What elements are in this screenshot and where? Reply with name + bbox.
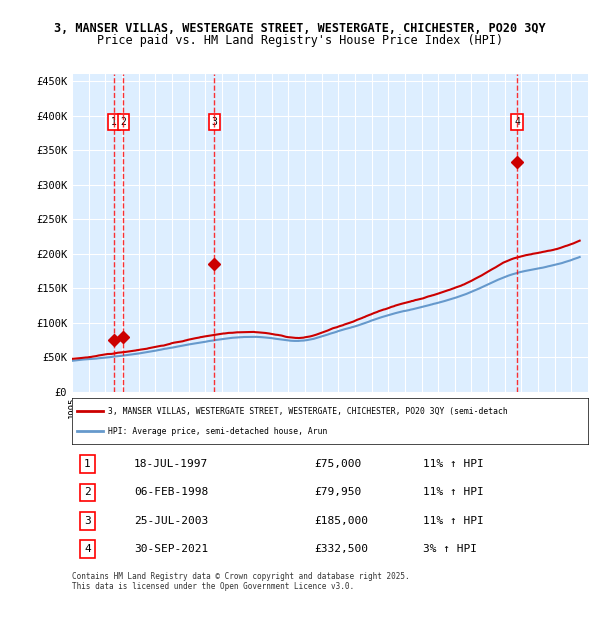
Text: 11% ↑ HPI: 11% ↑ HPI [423,487,484,497]
Text: 1: 1 [84,459,91,469]
Text: HPI: Average price, semi-detached house, Arun: HPI: Average price, semi-detached house,… [108,427,328,436]
Text: 4: 4 [84,544,91,554]
Text: 3, MANSER VILLAS, WESTERGATE STREET, WESTERGATE, CHICHESTER, PO20 3QY: 3, MANSER VILLAS, WESTERGATE STREET, WES… [54,22,546,35]
Text: £79,950: £79,950 [314,487,362,497]
Text: 11% ↑ HPI: 11% ↑ HPI [423,516,484,526]
Text: 2: 2 [84,487,91,497]
Text: 3% ↑ HPI: 3% ↑ HPI [423,544,477,554]
Text: 3, MANSER VILLAS, WESTERGATE STREET, WESTERGATE, CHICHESTER, PO20 3QY (semi-deta: 3, MANSER VILLAS, WESTERGATE STREET, WES… [108,407,508,416]
Text: 1: 1 [112,117,117,127]
Text: 4: 4 [514,117,520,127]
Text: 11% ↑ HPI: 11% ↑ HPI [423,459,484,469]
Text: 3: 3 [84,516,91,526]
Text: £185,000: £185,000 [314,516,368,526]
Text: 25-JUL-2003: 25-JUL-2003 [134,516,208,526]
Text: 06-FEB-1998: 06-FEB-1998 [134,487,208,497]
Text: 30-SEP-2021: 30-SEP-2021 [134,544,208,554]
Text: 2: 2 [121,117,127,127]
Text: 3: 3 [212,117,217,127]
Text: Price paid vs. HM Land Registry's House Price Index (HPI): Price paid vs. HM Land Registry's House … [97,34,503,47]
Text: £75,000: £75,000 [314,459,362,469]
Text: Contains HM Land Registry data © Crown copyright and database right 2025.
This d: Contains HM Land Registry data © Crown c… [72,572,410,591]
Text: 18-JUL-1997: 18-JUL-1997 [134,459,208,469]
Text: £332,500: £332,500 [314,544,368,554]
